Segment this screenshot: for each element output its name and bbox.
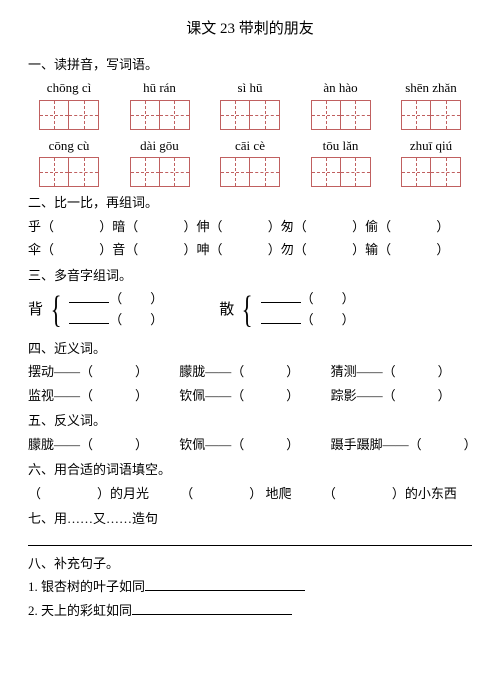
fill-row: （）的月光 （） 地爬 （）的小东西 bbox=[28, 484, 472, 504]
char-grid[interactable] bbox=[401, 157, 461, 187]
pinyin-label: àn hào bbox=[300, 78, 382, 98]
char-grid[interactable] bbox=[311, 157, 371, 187]
compare-row: 乎（ ）暗（ ）伸（ ）匆（ ）偷（ ） bbox=[28, 217, 472, 237]
section3-head: 三、多音字组词。 bbox=[28, 266, 472, 286]
brace-icon: { bbox=[51, 291, 62, 329]
sentence-item: 1. 银杏树的叶子如同 bbox=[28, 577, 472, 597]
pinyin-label: sì hū bbox=[209, 78, 291, 98]
blank-line[interactable] bbox=[132, 601, 292, 615]
char-grid[interactable] bbox=[220, 100, 280, 130]
pinyin-label: chōng cì bbox=[28, 78, 110, 98]
char-grid[interactable] bbox=[130, 100, 190, 130]
section6-head: 六、用合适的词语填空。 bbox=[28, 460, 472, 480]
page-title: 课文 23 带刺的朋友 bbox=[28, 18, 472, 41]
pinyin-label: zhuī qiú bbox=[390, 136, 472, 156]
pinyin-label: tōu lǎn bbox=[300, 136, 382, 156]
sentence-item: 2. 天上的彩虹如同 bbox=[28, 601, 472, 621]
blank-line[interactable] bbox=[145, 577, 305, 591]
pinyin-label: cōng cù bbox=[28, 136, 110, 156]
char-grid[interactable] bbox=[130, 157, 190, 187]
char-grid[interactable] bbox=[311, 100, 371, 130]
grid-row-1 bbox=[28, 100, 472, 130]
section4-head: 四、近义词。 bbox=[28, 339, 472, 359]
polyphone-char: 背 bbox=[28, 299, 43, 322]
section5-head: 五、反义词。 bbox=[28, 411, 472, 431]
polyphone-char: 散 bbox=[219, 299, 234, 322]
pinyin-label: hū rán bbox=[119, 78, 201, 98]
section2-head: 二、比一比，再组词。 bbox=[28, 193, 472, 213]
antonym-row: 朦胧——（） 钦佩——（） 蹑手蹑脚——（） bbox=[28, 435, 472, 455]
blank-line[interactable] bbox=[261, 289, 301, 303]
pinyin-row-1: chōng cì hū rán sì hū àn hào shēn zhǎn bbox=[28, 78, 472, 98]
pinyin-label: dài gōu bbox=[119, 136, 201, 156]
divider bbox=[28, 545, 472, 546]
compare-row: 伞（ ）音（ ）呻（ ）勿（ ）输（ ） bbox=[28, 240, 472, 260]
blank-line[interactable] bbox=[261, 310, 301, 324]
char-grid[interactable] bbox=[220, 157, 280, 187]
synonym-row: 摆动——（） 朦胧——（） 猜测——（） bbox=[28, 362, 472, 382]
synonym-row: 监视——（） 钦佩——（） 踪影——（） bbox=[28, 386, 472, 406]
char-grid[interactable] bbox=[39, 100, 99, 130]
char-grid[interactable] bbox=[401, 100, 461, 130]
grid-row-2 bbox=[28, 157, 472, 187]
section7-head: 七、用……又……造句 bbox=[28, 509, 472, 529]
pinyin-label: cāi cè bbox=[209, 136, 291, 156]
blank-line[interactable] bbox=[69, 310, 109, 324]
pinyin-row-2: cōng cù dài gōu cāi cè tōu lǎn zhuī qiú bbox=[28, 136, 472, 156]
char-grid[interactable] bbox=[39, 157, 99, 187]
brace-icon: { bbox=[242, 291, 253, 329]
polyphone-row: 背 { （） （） 散 { （） （） bbox=[28, 289, 472, 331]
pinyin-label: shēn zhǎn bbox=[390, 78, 472, 98]
section8-head: 八、补充句子。 bbox=[28, 554, 472, 574]
section1-head: 一、读拼音，写词语。 bbox=[28, 55, 472, 75]
blank-line[interactable] bbox=[69, 289, 109, 303]
